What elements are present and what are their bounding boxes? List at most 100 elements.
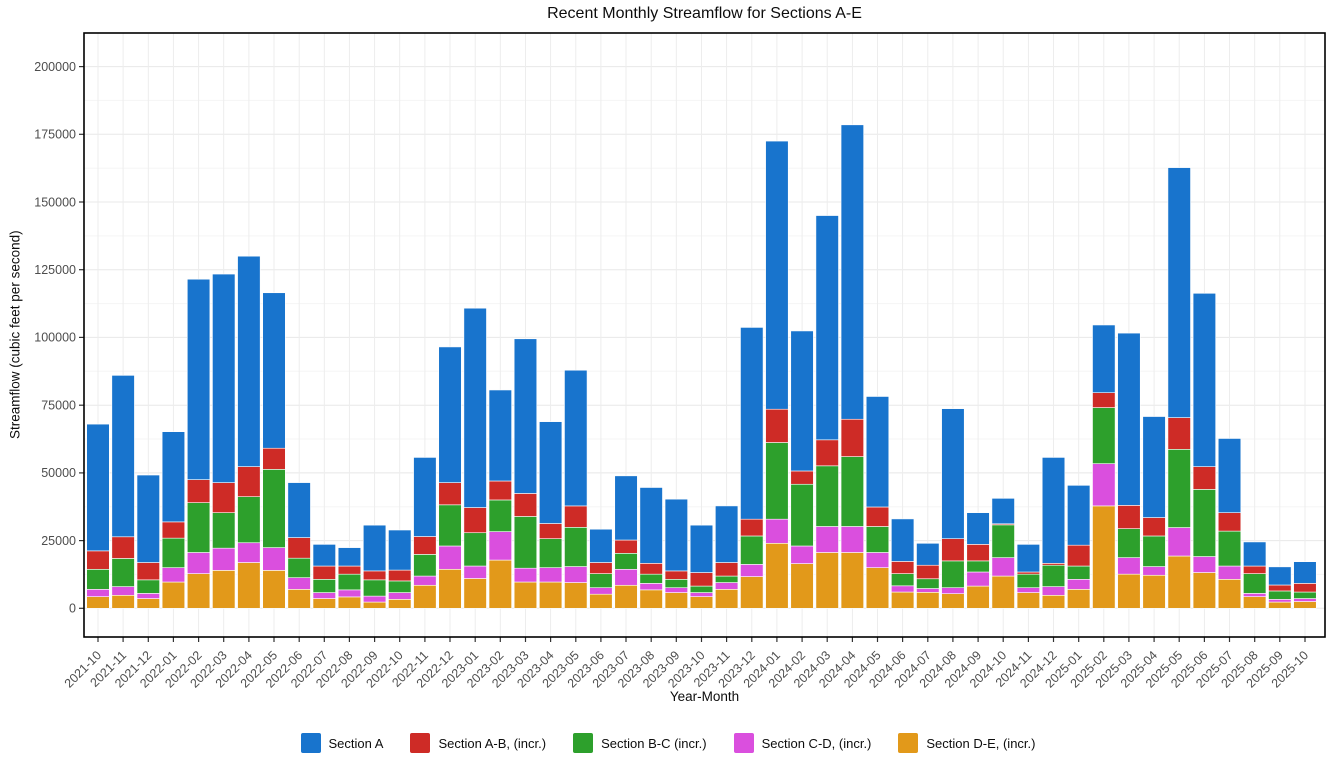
bar-segment [1243,596,1267,609]
bar-segment [589,573,613,588]
bar-segment [413,554,437,577]
bar-segment [941,587,965,594]
bar-segment [639,583,663,591]
bar-segment [161,567,186,583]
plot-panel-border [83,32,1326,638]
bar-segment [539,538,563,568]
bar-segment [765,518,789,544]
bar-segment [362,570,387,581]
bar-segment [513,567,538,583]
bar-segment [136,562,160,581]
bar-segment [1016,573,1040,588]
bar-segment [1092,463,1116,507]
bar-segment [589,593,613,609]
bar-segment [212,273,236,483]
bar-segment [966,512,990,545]
bar-segment [1268,590,1292,600]
bar-segment [916,564,940,580]
bar-segment [1117,505,1141,529]
bar-segment [664,587,688,593]
bar-segment [865,396,890,508]
bar-segment [111,594,135,609]
bar-segment [237,255,261,467]
bar-segment [1041,564,1066,587]
bar-segment [463,565,487,579]
y-tick-label: 25000 [41,534,76,548]
bar-segment [438,568,462,609]
bar-segment [589,587,613,595]
bar-segment [186,278,211,480]
bar-segment [815,526,839,553]
bar-segment [287,577,311,590]
legend-label: Section C-D, (incr.) [761,735,872,751]
bar-segment [689,572,714,587]
bar-segment [312,592,336,599]
bar-segment [488,480,512,501]
bar-segment [1217,438,1242,513]
bar-segment [161,431,186,523]
bar-segment [388,592,412,600]
bar-segment [1142,574,1166,609]
bar-segment [312,598,336,609]
bar-segment [262,292,286,449]
bar-segment [513,338,538,494]
bar-segment [86,596,110,609]
bar-segment [840,418,864,457]
bar-segment [790,483,814,547]
bar-segment [1117,528,1141,558]
bar-segment [186,573,211,609]
bar-segment [564,566,588,583]
bar-segment [1142,416,1166,518]
bar-segment [1142,535,1166,567]
bar-segment [664,579,688,589]
bar-segment [865,567,890,609]
bar-segment [438,346,462,483]
legend-item: Section B-C (incr.) [573,733,707,753]
bar-segment [891,518,915,562]
bar-segment [1217,579,1242,609]
bar-segment [790,470,814,485]
bar-segment [136,474,160,563]
bar-segment [438,482,462,506]
bar-segment [237,466,261,497]
bar-segment [1167,555,1191,609]
bar-segment [715,589,739,609]
bar-segment [1293,583,1317,593]
bar-segment [362,579,387,597]
y-tick-label: 100000 [34,331,76,345]
bar-segment [941,408,965,539]
bar-segment [237,562,261,609]
bar-segment [966,571,990,587]
bar-segment [689,592,714,597]
bar-segment [1067,544,1091,567]
bar-segment [86,423,110,552]
bar-segment [362,595,387,603]
bar-segment [161,537,186,568]
bar-segment [639,573,663,584]
bar-segment [312,544,336,567]
bar-segment [564,526,588,567]
bar-segment [1293,601,1317,609]
bar-segment [463,532,487,567]
bar-segment [891,585,915,593]
bar-segment [161,521,186,539]
bar-segment [186,552,211,574]
bar-segment [362,601,387,609]
bar-segment [111,558,135,587]
bar-segment [815,552,839,609]
bar-segment [1067,485,1091,546]
bar-segment [1016,592,1040,609]
bar-segment [614,539,638,554]
bar-segment [639,563,663,575]
bar-segment [941,560,965,589]
bar-segment [388,529,412,571]
bar-segment [1092,505,1116,609]
legend-label: Section A [328,735,384,751]
bar-segment [589,528,613,563]
bar-segment [413,584,437,609]
bar-segment [765,542,789,609]
bar-segment [186,479,211,503]
bar-segment [740,327,764,520]
bar-segment [1192,466,1216,490]
